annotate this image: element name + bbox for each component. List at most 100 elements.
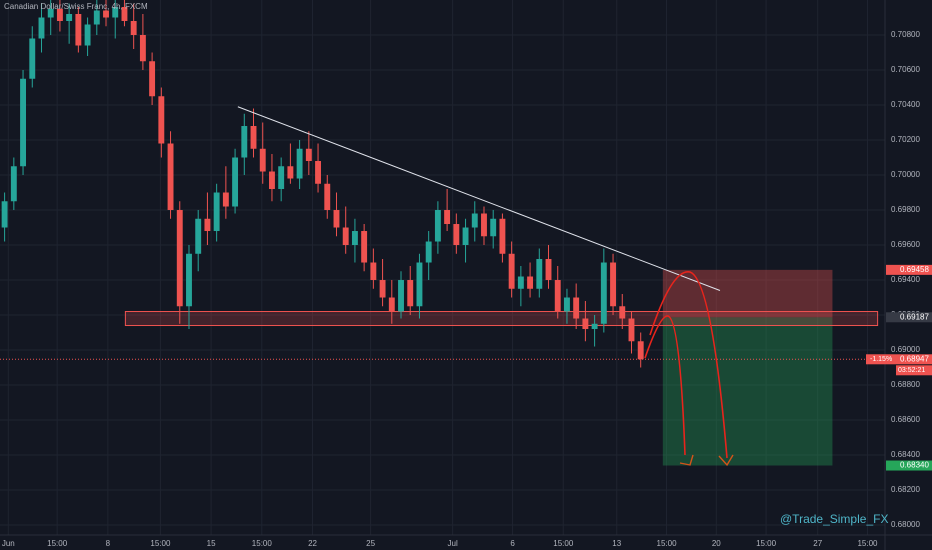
candle-body: [425, 241, 432, 263]
price-label: 0.69187: [900, 312, 929, 321]
candle-body: [195, 218, 202, 254]
arrow-head: [679, 454, 694, 466]
candle-body: [407, 280, 414, 307]
candle-body: [481, 213, 487, 237]
candle-body: [213, 192, 220, 232]
candle-body: [342, 227, 349, 246]
stop-zone: [662, 269, 833, 318]
candle-body: [139, 35, 146, 62]
forecast-arrow: [649, 271, 728, 459]
candle-body: [637, 341, 644, 360]
candle-body: [600, 262, 607, 324]
current-price-label: 0.68947: [900, 354, 929, 363]
candle-body: [564, 297, 570, 312]
candle-body: [158, 96, 165, 144]
countdown-box: [896, 365, 932, 376]
y-tick-label: 0.68400: [891, 450, 920, 459]
candle-body: [499, 218, 506, 254]
x-tick-label: 15:00: [657, 539, 678, 548]
candle-body: [434, 210, 441, 242]
candle-body: [232, 157, 239, 207]
candle-body: [351, 231, 358, 246]
y-tick-label: 0.68600: [891, 415, 920, 424]
candle-body: [130, 21, 137, 36]
candle-body: [333, 210, 340, 228]
candle-body: [204, 218, 211, 232]
y-tick-label: 0.70200: [891, 135, 920, 144]
price-label: 0.69458: [900, 265, 929, 274]
candle-body: [453, 224, 460, 246]
x-tick-label: 13: [612, 539, 621, 548]
candle-body: [490, 218, 497, 237]
candle-body: [121, 7, 128, 22]
watermark: @Trade_Simple_FX: [780, 512, 888, 526]
candle-body: [269, 171, 275, 190]
candle-body: [324, 183, 331, 211]
x-tick-label: 15:00: [150, 539, 171, 548]
support-zone: [124, 311, 879, 327]
x-tick-label: 15:00: [756, 539, 777, 548]
candle-body: [536, 259, 543, 289]
x-tick-label: 15:00: [252, 539, 273, 548]
y-tick-label: 0.70600: [891, 65, 920, 74]
candle-body: [508, 253, 515, 289]
candle-body: [462, 227, 469, 246]
trendline: [237, 106, 721, 291]
y-tick-label: 0.70800: [891, 30, 920, 39]
x-tick-label: 8: [106, 539, 111, 548]
current-price-box: [866, 354, 932, 365]
candle-body: [619, 306, 626, 319]
x-tick-label: 15:00: [857, 539, 878, 548]
y-tick-label: 0.68200: [891, 485, 920, 494]
candle-body: [527, 276, 534, 289]
price-label: 0.68340: [900, 461, 929, 470]
candle-body: [103, 10, 109, 18]
candle-body: [305, 148, 312, 162]
candle-body: [149, 61, 156, 97]
candle-body: [241, 126, 248, 158]
arrow-head: [718, 454, 734, 467]
candle-body: [296, 148, 303, 179]
candle-body: [112, 7, 119, 18]
candle-body: [66, 14, 73, 22]
candle-body: [176, 210, 183, 307]
y-tick-label: 0.68000: [891, 520, 920, 529]
candle-body: [38, 17, 45, 39]
candle-body: [370, 262, 377, 281]
target-zone: [662, 317, 833, 466]
candle-body: [554, 280, 561, 312]
x-tick-label: Jun: [2, 539, 15, 548]
candle-body: [1, 201, 8, 228]
candle-body: [582, 318, 589, 330]
chart-title: Canadian Dollar/Swiss Franc, 4h, FXCM: [4, 2, 148, 11]
price-label-box: [886, 264, 932, 275]
candle-body: [84, 24, 91, 46]
candle-body: [93, 10, 100, 25]
candle-body: [315, 161, 321, 184]
x-tick-label: Jul: [448, 539, 458, 548]
y-tick-label: 0.68800: [891, 380, 920, 389]
x-tick-label: 25: [366, 539, 375, 548]
candle-body: [56, 8, 63, 22]
candle-body: [222, 192, 229, 207]
y-tick-label: 0.70400: [891, 100, 920, 109]
x-tick-label: 22: [308, 539, 317, 548]
x-tick-label: 15: [207, 539, 216, 548]
candle-body: [379, 280, 386, 298]
x-tick-label: 15:00: [553, 539, 574, 548]
candle-body: [29, 38, 36, 79]
price-label-box: [886, 312, 932, 323]
candle-body: [444, 210, 451, 225]
candle-body: [20, 78, 26, 167]
candle-body: [75, 14, 82, 46]
candle-body: [250, 126, 257, 149]
candle-body: [545, 259, 552, 281]
candle-body: [416, 262, 423, 307]
x-tick-label: 6: [510, 539, 515, 548]
candle-body: [628, 318, 635, 342]
countdown: 03:52:21: [898, 367, 925, 374]
candle-body: [573, 297, 580, 319]
y-tick-label: 0.69400: [891, 275, 920, 284]
candle-body: [259, 148, 266, 172]
